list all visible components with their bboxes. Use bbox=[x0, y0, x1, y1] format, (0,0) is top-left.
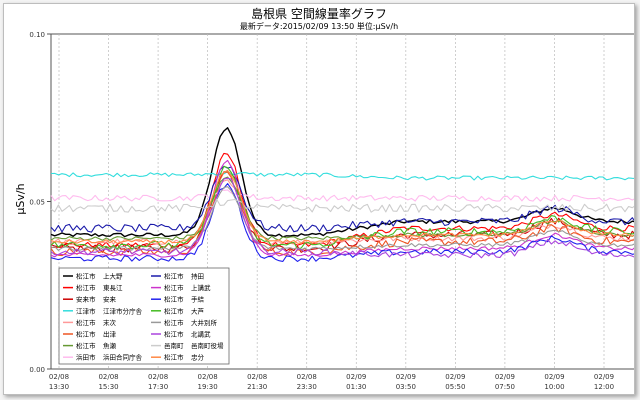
x-tick-time: 01:30 bbox=[346, 383, 366, 391]
legend-city: 松江市 bbox=[164, 306, 184, 315]
x-tick-date: 02/09 bbox=[396, 373, 416, 381]
legend-box bbox=[58, 267, 230, 365]
x-tick-time: 21:30 bbox=[247, 383, 267, 391]
x-tick-date: 02/08 bbox=[247, 373, 267, 381]
x-tick-date: 02/08 bbox=[49, 373, 69, 381]
legend-station: 北講武 bbox=[191, 330, 211, 339]
legend-station: 安来 bbox=[103, 295, 117, 304]
x-tick-date: 02/09 bbox=[544, 373, 564, 381]
legend-city: 江津市 bbox=[76, 306, 96, 315]
legend-city: 松江市 bbox=[76, 318, 96, 327]
legend-station: 魚瀬 bbox=[103, 341, 117, 350]
legend-station: 持田 bbox=[191, 272, 204, 281]
x-tick-date: 02/08 bbox=[297, 373, 317, 381]
legend-city: 邑南町 bbox=[164, 341, 184, 350]
x-tick-time: 23:30 bbox=[297, 383, 317, 391]
x-tick-date: 02/09 bbox=[445, 373, 465, 381]
chart-title: 島根県 空間線量率グラフ bbox=[251, 6, 387, 21]
legend-city: 松江市 bbox=[164, 283, 184, 292]
legend-city: 浜田市 bbox=[76, 353, 96, 362]
x-tick-time: 05:50 bbox=[445, 383, 465, 391]
chart-subtitle: 最新データ:2015/02/09 13:50 単位:μSv/h bbox=[240, 21, 398, 31]
series-line-上講武 bbox=[50, 159, 634, 258]
x-tick-time: 12:00 bbox=[594, 383, 614, 391]
x-tick-time: 15:30 bbox=[98, 383, 118, 391]
series-line-浜田合同庁舎 bbox=[50, 188, 634, 202]
y-tick-label: 0.00 bbox=[29, 366, 45, 374]
x-tick-time: 13:30 bbox=[49, 383, 69, 391]
series-line-邑南町役場 bbox=[50, 198, 634, 213]
x-tick-time: 19:30 bbox=[198, 383, 218, 391]
legend-station: 上講武 bbox=[191, 283, 211, 292]
legend-station: 末次 bbox=[103, 318, 117, 327]
legend-city: 松江市 bbox=[76, 330, 96, 339]
x-tick-date: 02/08 bbox=[148, 373, 168, 381]
series-line-忠分 bbox=[50, 169, 634, 245]
legend-city: 松江市 bbox=[164, 318, 184, 327]
legend-city: 松江市 bbox=[164, 330, 184, 339]
legend-city: 松江市 bbox=[76, 283, 96, 292]
series-line-魚瀬 bbox=[50, 176, 634, 241]
chart-frame: 島根県 空間線量率グラフ 最新データ:2015/02/09 13:50 単位:μ… bbox=[3, 3, 635, 395]
legend-station: 大芦 bbox=[191, 306, 205, 315]
x-tick-time: 10:00 bbox=[544, 383, 564, 391]
x-tick-date: 02/09 bbox=[495, 373, 515, 381]
series-line-北講武 bbox=[50, 177, 634, 259]
x-tick-date: 02/09 bbox=[346, 373, 366, 381]
legend-city: 安来市 bbox=[76, 295, 96, 304]
x-tick-time: 07:50 bbox=[495, 383, 515, 391]
legend-station: 出津 bbox=[103, 330, 117, 339]
series-line-大井別所 bbox=[50, 186, 634, 251]
series-line-江津市分庁舎 bbox=[50, 171, 634, 181]
legend-city: 松江市 bbox=[164, 295, 184, 304]
x-tick-time: 03:50 bbox=[396, 383, 416, 391]
legend-station: 東長江 bbox=[103, 283, 123, 292]
series-line-持田 bbox=[50, 165, 634, 233]
y-axis-label: μSv/h bbox=[14, 183, 27, 214]
legend-city: 松江市 bbox=[76, 341, 96, 350]
y-tick-label: 0.05 bbox=[29, 199, 45, 207]
y-tick-label: 0.10 bbox=[29, 31, 45, 39]
x-tick-date: 02/08 bbox=[198, 373, 218, 381]
legend-station: 手結 bbox=[191, 295, 205, 304]
legend-station: 大井別所 bbox=[191, 318, 218, 327]
radiation-chart: 島根県 空間線量率グラフ 最新データ:2015/02/09 13:50 単位:μ… bbox=[14, 6, 634, 391]
plot-area: 02/08 13:30 02/08 15:30 02/08 17:30 02/08 19:30… bbox=[29, 31, 634, 391]
legend-station: 江津市分庁舎 bbox=[103, 306, 143, 315]
legend-station: 邑南町役場 bbox=[191, 341, 224, 350]
x-tick-date: 02/09 bbox=[594, 373, 614, 381]
legend-city: 松江市 bbox=[76, 272, 96, 281]
legend-city: 松江市 bbox=[164, 353, 184, 362]
legend-station: 浜田合同庁舎 bbox=[103, 353, 143, 362]
legend-station: 忠分 bbox=[191, 353, 205, 362]
x-tick-time: 17:30 bbox=[148, 383, 168, 391]
series-line-大芦 bbox=[50, 165, 634, 250]
x-tick-date: 02/08 bbox=[98, 373, 118, 381]
legend-city: 松江市 bbox=[164, 272, 184, 281]
legend-station: 上大野 bbox=[103, 272, 123, 281]
